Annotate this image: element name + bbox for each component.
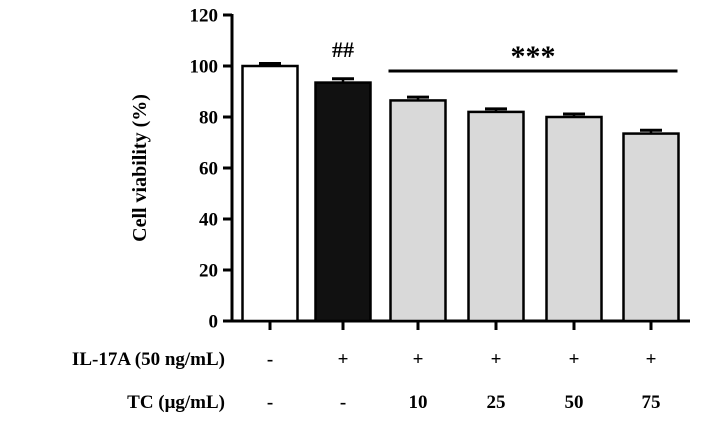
treatment-cell: 75 (642, 392, 661, 413)
bar-3 (389, 99, 447, 323)
significance-stars: *** (511, 40, 556, 73)
y-axis-title: Cell viability (%) (129, 94, 151, 242)
y-tick-label: 120 (190, 6, 219, 27)
treatment-cell: + (646, 349, 657, 370)
treatment-cell: - (267, 392, 273, 413)
bars (241, 61, 680, 330)
treatment-cell: + (338, 349, 349, 370)
y-tick-label: 80 (199, 108, 218, 129)
bar-2 (314, 81, 372, 323)
bar-1 (241, 64, 299, 323)
significance-hash: ## (332, 37, 354, 62)
y-tick-label: 20 (199, 261, 218, 282)
treatment-table: IL-17A (50 ng/mL) - + + + + + TC (μg/mL) - - 10 25 5… (72, 349, 661, 413)
treatment-cell: + (413, 349, 424, 370)
y-tick-label: 0 (209, 312, 219, 333)
treatment-row-label: TC (μg/mL) (127, 392, 225, 413)
bar-6 (622, 132, 680, 323)
treatment-cell: 10 (409, 392, 428, 413)
treatment-cell: 50 (565, 392, 584, 413)
treatment-cell: 25 (487, 392, 506, 413)
annotations: ## *** (332, 37, 678, 73)
treatment-cell: + (491, 349, 502, 370)
treatment-cell: - (340, 392, 346, 413)
treatment-row-label: IL-17A (50 ng/mL) (72, 349, 225, 370)
bar-4 (467, 110, 525, 323)
treatment-cell: + (569, 349, 580, 370)
bar-5 (545, 115, 603, 323)
y-tick-label: 100 (190, 57, 219, 78)
treatment-cell: - (267, 349, 273, 370)
y-tick-label: 40 (199, 210, 218, 231)
y-axis: 0 20 40 60 80 100 120 (190, 6, 690, 333)
y-tick-label: 60 (199, 159, 218, 180)
